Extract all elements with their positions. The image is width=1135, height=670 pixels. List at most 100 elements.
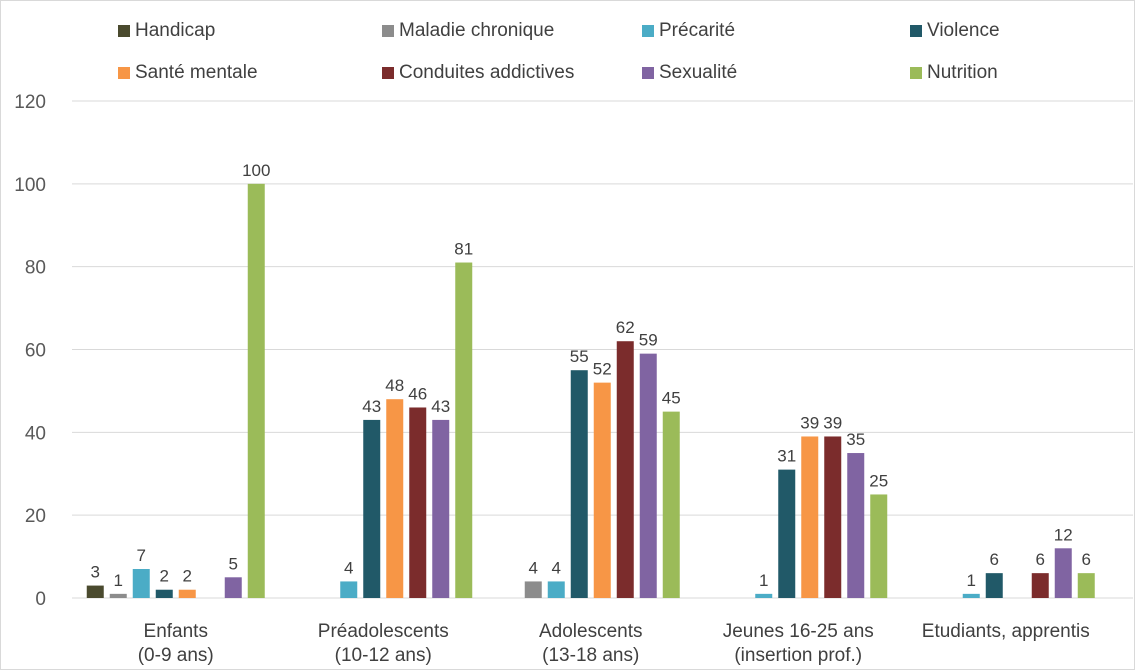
legend-label: Violence bbox=[927, 20, 1000, 41]
legend-label: Handicap bbox=[135, 20, 216, 41]
x-tick-label: (13-18 ans) bbox=[542, 645, 639, 666]
x-tick-label: Jeunes 16-25 ans bbox=[723, 621, 874, 642]
legend-label: Nutrition bbox=[927, 62, 998, 83]
data-label: 4 bbox=[344, 558, 353, 577]
data-label: 2 bbox=[183, 567, 192, 586]
data-label: 6 bbox=[1082, 550, 1091, 569]
legend-swatch bbox=[910, 67, 922, 79]
y-tick-label: 120 bbox=[14, 92, 46, 113]
bar bbox=[224, 577, 242, 598]
legend-swatch bbox=[910, 25, 922, 37]
bar bbox=[962, 593, 980, 598]
legend-item: Nutrition bbox=[910, 62, 998, 84]
data-label: 4 bbox=[552, 558, 561, 577]
data-label: 5 bbox=[229, 554, 238, 573]
legend-item: Conduites addictives bbox=[382, 62, 574, 84]
data-label: 1 bbox=[967, 571, 976, 590]
data-label: 6 bbox=[990, 550, 999, 569]
data-label: 81 bbox=[454, 240, 473, 259]
bar bbox=[247, 183, 265, 599]
y-tick-label: 60 bbox=[25, 341, 46, 362]
data-label: 2 bbox=[160, 567, 169, 586]
x-tick-label: Adolescents bbox=[539, 621, 643, 642]
bar bbox=[547, 581, 565, 598]
bar bbox=[801, 436, 819, 598]
data-label: 46 bbox=[408, 384, 427, 403]
bar bbox=[432, 419, 450, 598]
legend-label: Maladie chronique bbox=[399, 20, 555, 41]
legend-item: Santé mentale bbox=[118, 62, 258, 84]
legend-swatch bbox=[382, 25, 394, 37]
y-tick-label: 0 bbox=[35, 589, 46, 610]
bar bbox=[109, 593, 127, 598]
data-label: 48 bbox=[385, 376, 404, 395]
data-label: 6 bbox=[1036, 550, 1045, 569]
legend-item: Violence bbox=[910, 20, 1000, 42]
legend-item: Handicap bbox=[118, 20, 215, 42]
bar bbox=[178, 589, 196, 598]
data-label: 1 bbox=[759, 571, 768, 590]
data-label: 39 bbox=[823, 413, 842, 432]
data-label: 3 bbox=[91, 563, 100, 582]
legend-label: Sexualité bbox=[659, 62, 738, 83]
x-tick-label: Préadolescents bbox=[318, 621, 449, 642]
x-tick-label: Etudiants, apprentis bbox=[922, 621, 1090, 642]
legend-swatch bbox=[642, 67, 654, 79]
data-label: 45 bbox=[662, 389, 681, 408]
bar bbox=[639, 353, 657, 598]
legend-swatch bbox=[118, 67, 130, 79]
bar bbox=[455, 262, 473, 598]
data-label: 62 bbox=[616, 318, 635, 337]
data-label: 100 bbox=[242, 161, 270, 180]
bar bbox=[524, 581, 542, 598]
x-tick-label: (0-9 ans) bbox=[138, 645, 214, 666]
legend-swatch bbox=[642, 25, 654, 37]
data-label: 1 bbox=[114, 571, 123, 590]
data-label: 55 bbox=[570, 347, 589, 366]
data-label: 52 bbox=[593, 360, 612, 379]
legend-label: Conduites addictives bbox=[399, 62, 575, 83]
bar bbox=[824, 436, 842, 598]
bar bbox=[132, 569, 150, 598]
bar bbox=[870, 494, 888, 598]
y-tick-label: 100 bbox=[14, 175, 46, 196]
data-label: 43 bbox=[362, 397, 381, 416]
data-label: 35 bbox=[846, 430, 865, 449]
bar bbox=[86, 585, 104, 598]
bar bbox=[1077, 573, 1095, 598]
legend-swatch bbox=[118, 25, 130, 37]
x-tick-label: Enfants bbox=[144, 621, 208, 642]
bar bbox=[778, 469, 796, 598]
legend-item: Précarité bbox=[642, 20, 735, 42]
legend-label: Précarité bbox=[659, 20, 736, 41]
bar bbox=[363, 419, 381, 598]
bar bbox=[616, 341, 634, 598]
data-label: 4 bbox=[529, 558, 538, 577]
bar bbox=[1054, 548, 1072, 598]
data-label: 12 bbox=[1054, 525, 1073, 544]
bar bbox=[985, 573, 1003, 598]
data-label: 7 bbox=[137, 546, 146, 565]
data-label: 43 bbox=[431, 397, 450, 416]
legend-swatch bbox=[382, 67, 394, 79]
bar bbox=[155, 589, 173, 598]
bar bbox=[662, 411, 680, 598]
y-tick-label: 20 bbox=[25, 506, 46, 527]
legend-label: Santé mentale bbox=[135, 62, 258, 83]
x-tick-label: (insertion prof.) bbox=[734, 645, 862, 666]
x-tick-label: (10-12 ans) bbox=[335, 645, 432, 666]
bar bbox=[755, 593, 773, 598]
bar bbox=[570, 370, 588, 598]
data-label: 59 bbox=[639, 331, 658, 350]
data-label: 25 bbox=[869, 471, 888, 490]
bar bbox=[340, 581, 358, 598]
legend-item: Maladie chronique bbox=[382, 20, 554, 42]
legend-item: Sexualité bbox=[642, 62, 737, 84]
bar bbox=[847, 453, 865, 598]
y-tick-label: 80 bbox=[25, 258, 46, 279]
y-tick-label: 40 bbox=[25, 423, 46, 444]
data-label: 31 bbox=[777, 447, 796, 466]
bar bbox=[409, 407, 427, 598]
bar bbox=[593, 382, 611, 598]
